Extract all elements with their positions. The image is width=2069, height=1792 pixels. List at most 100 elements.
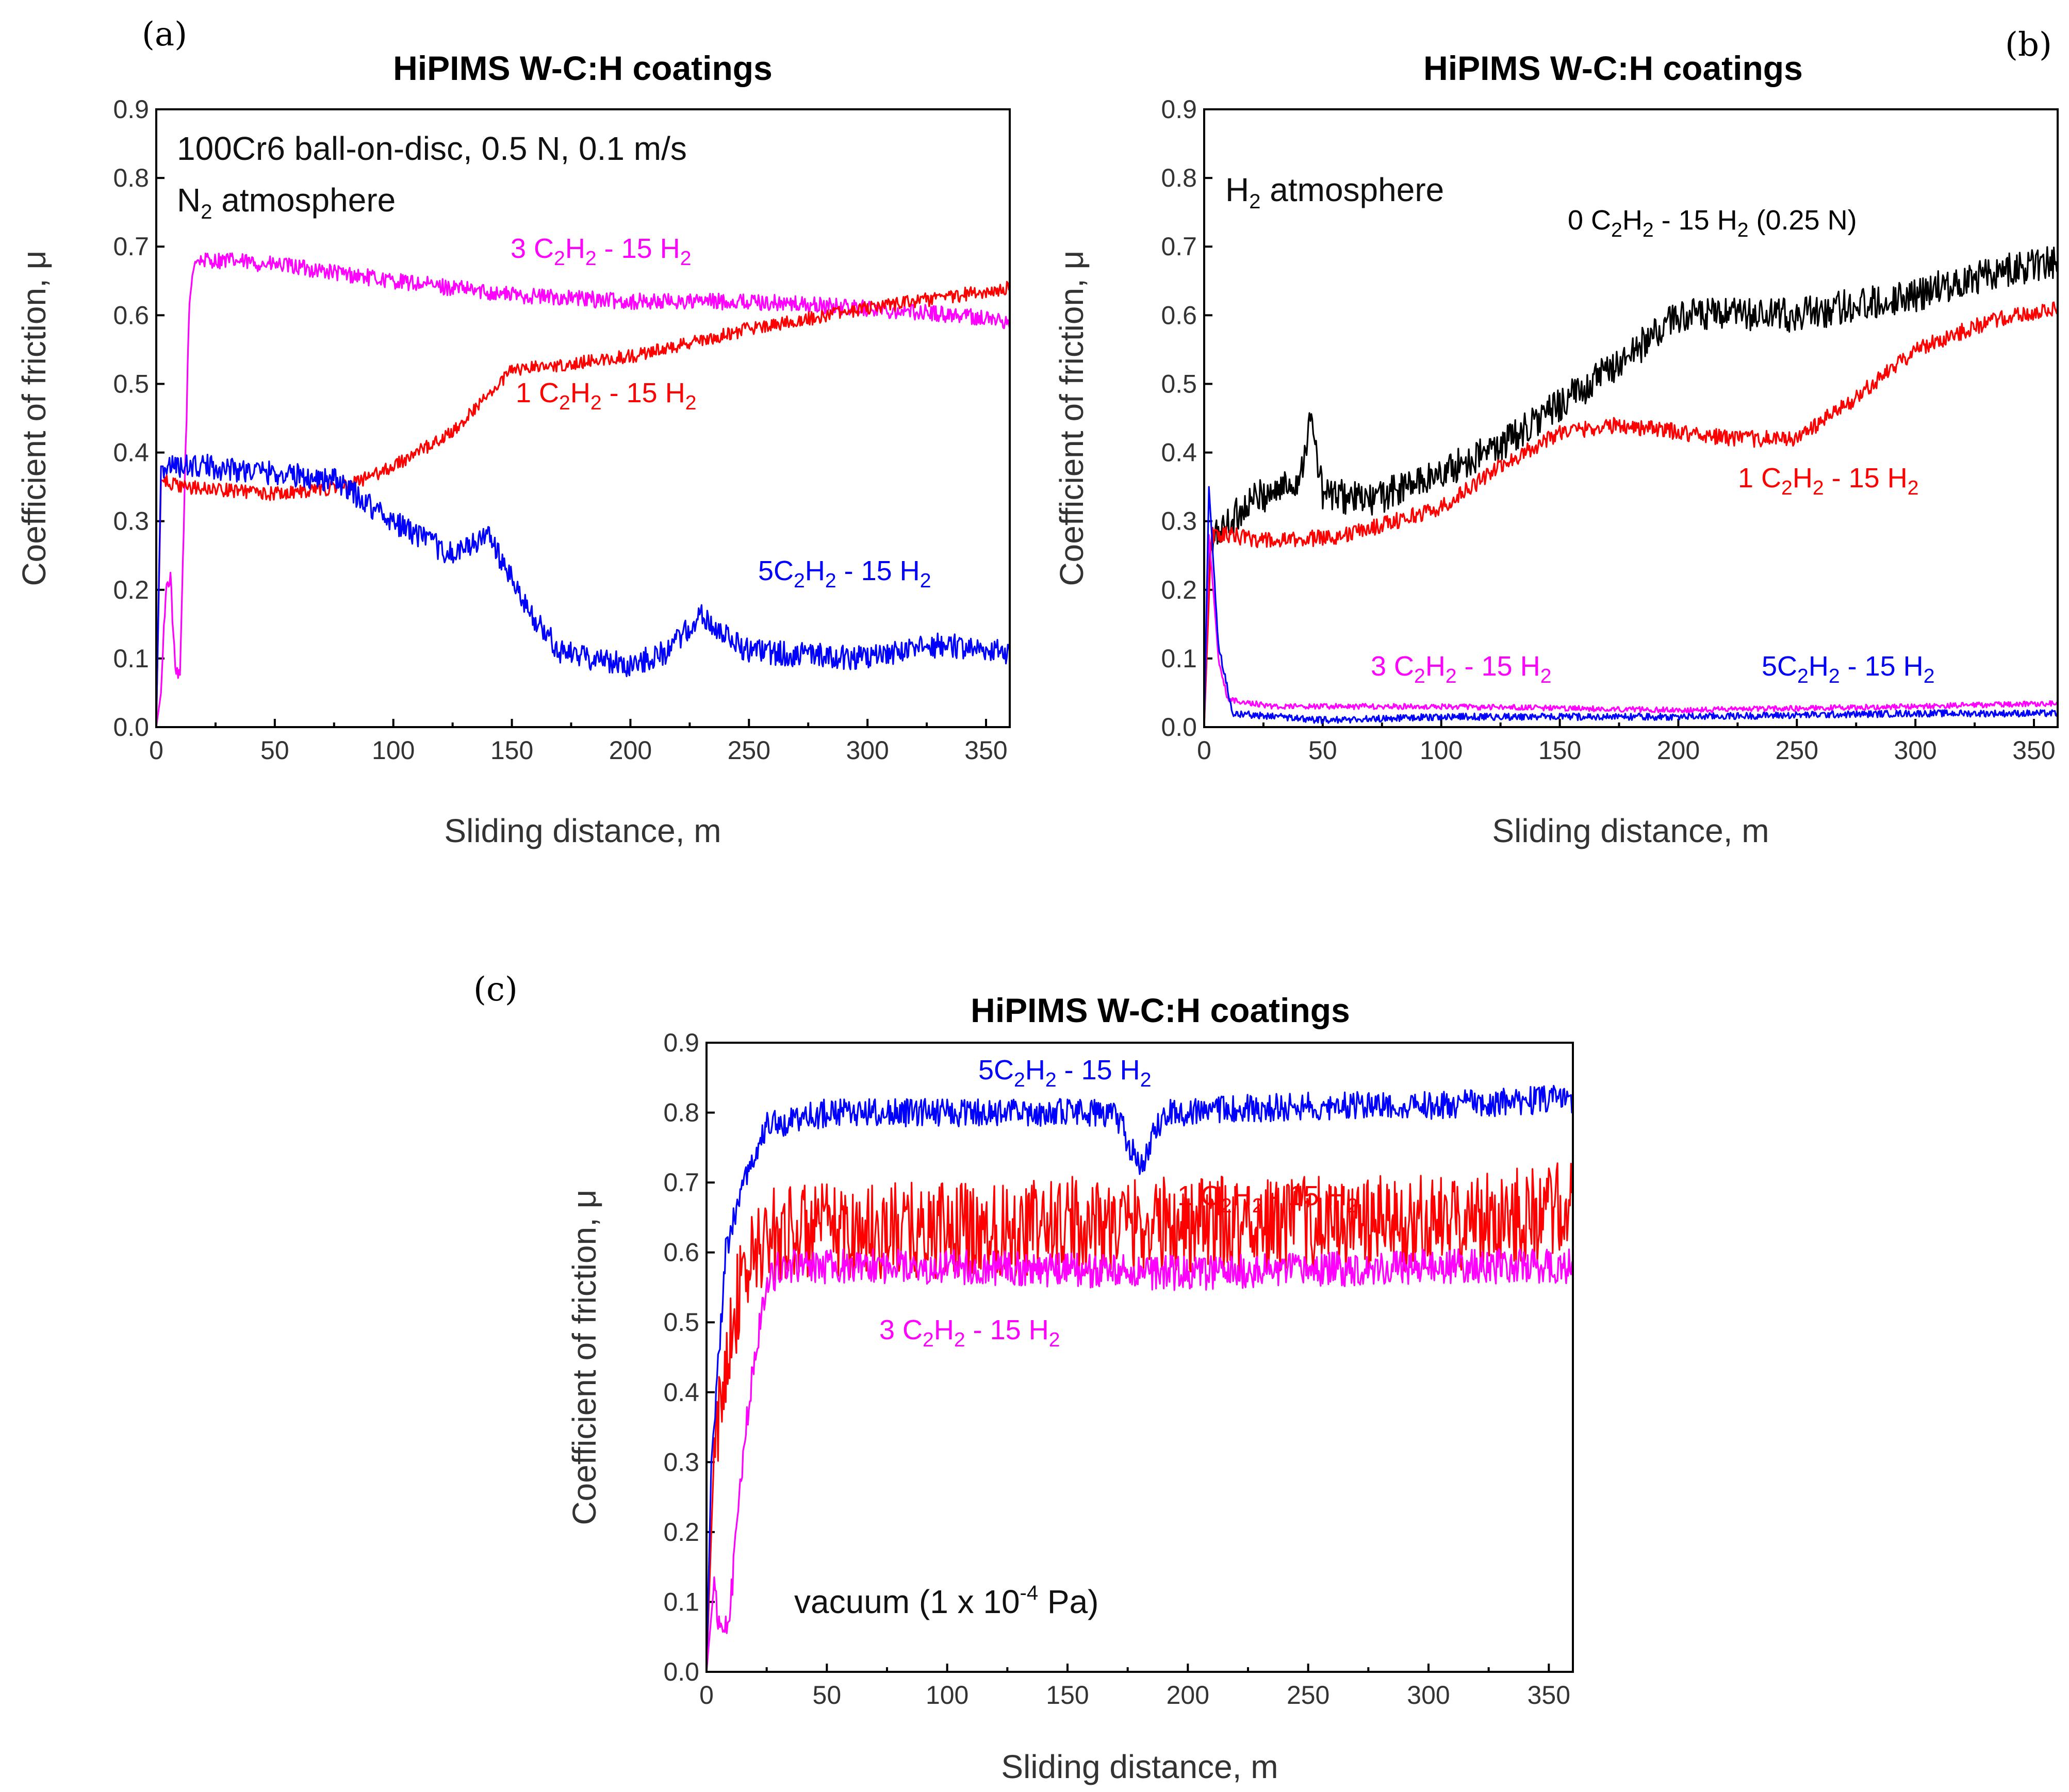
y-tick-label: 0.3 xyxy=(113,507,149,536)
series-label-part: 1 C xyxy=(516,377,559,408)
series-label-part: 2 xyxy=(559,392,570,414)
series-label-part: 3 C xyxy=(879,1314,923,1345)
x-tick-label: 50 xyxy=(1308,736,1337,765)
x-tick-label: 250 xyxy=(1287,1681,1329,1709)
x-tick-label: 100 xyxy=(1420,736,1463,765)
series-label: 5C2H2 - 15 H2 xyxy=(1762,651,1934,687)
series-label: 1 C2H2 - 15 H2 xyxy=(1738,463,1919,499)
x-tick-label: 150 xyxy=(490,736,533,765)
series-label: 3 C2H2 - 15 H2 xyxy=(879,1314,1060,1351)
y-tick-label: 0.8 xyxy=(663,1098,699,1127)
series-label-part: 2 xyxy=(554,248,565,270)
series-label-part: - 15 H xyxy=(1457,651,1540,682)
series-label-part: 5C xyxy=(758,555,794,586)
series-label-part: 2 xyxy=(1829,665,1840,687)
axis-ticks-a: 0 50 100 150 200 250 300 350 0.0 0.1 0.2 0.3 0.4 0.5 0… xyxy=(113,95,1007,765)
series-label-part: 2 xyxy=(1140,1069,1152,1091)
series-label-part: 2 xyxy=(1781,477,1793,499)
x-tick-label: 300 xyxy=(1407,1681,1450,1709)
series-label: 3 C2H2 - 15 H2 xyxy=(1371,651,1552,687)
x-axis-label-a: Sliding distance, m xyxy=(444,812,721,849)
y-tick-label: 0.7 xyxy=(1161,232,1197,261)
series-label-part: 2 xyxy=(1924,665,1935,687)
series-label-part: (0.25 N) xyxy=(1749,205,1857,236)
series-label-part: 2 xyxy=(1643,219,1654,241)
series-label-part: H xyxy=(1425,651,1446,682)
chart-title-a: HiPIMS W-C:H coatings xyxy=(393,49,773,87)
series-label-part: 1 C xyxy=(1738,463,1781,494)
y-tick-label: 0.6 xyxy=(113,301,149,330)
series-label-part: 2 xyxy=(1446,665,1457,687)
series-label-part: 2 xyxy=(1252,1195,1263,1217)
y-tick-label: 0.7 xyxy=(113,232,149,261)
x-tick-label: 0 xyxy=(1197,736,1211,765)
x-tick-label: 0 xyxy=(699,1681,714,1709)
annotation-vacuum-main: vacuum (1 x 10 xyxy=(794,1583,1020,1620)
x-tick-label: 50 xyxy=(813,1681,842,1709)
series-line-1 xyxy=(1203,301,2059,728)
series-label-part: 5C xyxy=(1762,651,1797,682)
series-label-part: 2 xyxy=(1014,1069,1025,1091)
series-label-part: 2 xyxy=(1414,665,1425,687)
series-label-part: 2 xyxy=(680,248,692,270)
x-tick-label: 200 xyxy=(1167,1681,1209,1709)
y-axis-label-c: Coefficient of friction, μ xyxy=(566,1189,603,1525)
y-tick-label: 0.0 xyxy=(663,1657,699,1686)
chart-title-b: HiPIMS W-C:H coatings xyxy=(1423,49,1803,87)
series-label-part: 3 C xyxy=(1371,651,1414,682)
panel-b: (b) HiPIMS W-C:H coatings 0 50 100 150 200 25… xyxy=(1053,26,2059,849)
y-tick-label: 0.9 xyxy=(1161,95,1197,124)
series-label-part: 2 xyxy=(1347,1195,1358,1217)
series-label-part: H xyxy=(1809,651,1829,682)
series-label-part: H xyxy=(570,377,590,408)
series-label-part: - 15 H xyxy=(1824,463,1908,494)
x-tick-label: 350 xyxy=(964,736,1007,765)
series-line-2 xyxy=(1203,534,2059,728)
series-label-part: H xyxy=(1793,463,1813,494)
annotation-vacuum: vacuum (1 x 10-4 Pa) xyxy=(794,1582,1098,1620)
series-label: 0 C2H2 - 15 H2 (0.25 N) xyxy=(1568,205,1857,241)
y-tick-label: 0.2 xyxy=(663,1518,699,1547)
y-axis-label-a: Coefficient of friction, μ xyxy=(15,250,53,586)
x-axis-label-c: Sliding distance, m xyxy=(1001,1748,1278,1785)
x-tick-label: 300 xyxy=(1894,736,1936,765)
series-label-part: - 15 H xyxy=(602,377,685,408)
panel-a: (a) HiPIMS W-C:H coatings 0 50 100 150 200 25… xyxy=(15,15,1011,849)
series-label-part: - 15 H xyxy=(1263,1180,1347,1211)
x-tick-label: 250 xyxy=(1776,736,1818,765)
y-tick-label: 0.8 xyxy=(113,163,149,192)
y-tick-label: 0.6 xyxy=(1161,301,1197,330)
series-line-1 xyxy=(705,1084,1573,1672)
series-label: 1 C2H2 - 15 H2 xyxy=(1177,1180,1358,1217)
series-label-part: 2 xyxy=(1045,1069,1057,1091)
series-label-part: 5C xyxy=(978,1055,1014,1086)
y-tick-label: 0.1 xyxy=(663,1587,699,1616)
y-tick-label: 0.5 xyxy=(1161,369,1197,398)
x-tick-label: 100 xyxy=(926,1681,968,1709)
y-tick-label: 0.4 xyxy=(113,438,149,467)
series-label-part: 2 xyxy=(1797,665,1809,687)
series-label-part: H xyxy=(1025,1055,1045,1086)
y-tick-label: 0.1 xyxy=(113,644,149,673)
annotation-test-conditions: 100Cr6 ball-on-disc, 0.5 N, 0.1 m/s xyxy=(177,130,687,167)
series-label-part: 2 xyxy=(1540,665,1552,687)
series-label: 5C2H2 - 15 H2 xyxy=(978,1055,1151,1091)
series-label-part: 2 xyxy=(920,570,931,592)
y-tick-label: 0.3 xyxy=(663,1448,699,1476)
panel-letter-a: (a) xyxy=(142,15,187,54)
series-label-part: - 15 H xyxy=(836,555,920,586)
series-line-2 xyxy=(155,453,1011,728)
y-axis-label-b: Coefficient of friction, μ xyxy=(1053,250,1090,586)
series-label-part: 2 xyxy=(1908,477,1919,499)
panel-letter-b: (b) xyxy=(2005,26,2052,64)
y-tick-label: 0.5 xyxy=(113,369,149,398)
series-label: 3 C2H2 - 15 H2 xyxy=(511,233,692,270)
series-label-part: 2 xyxy=(1049,1329,1060,1351)
series-label-part: - 15 H xyxy=(1840,651,1924,682)
series-label-part: H xyxy=(565,233,585,264)
y-tick-label: 0.9 xyxy=(113,95,149,124)
y-tick-label: 0.8 xyxy=(1161,163,1197,192)
y-tick-label: 0.3 xyxy=(1161,507,1197,536)
